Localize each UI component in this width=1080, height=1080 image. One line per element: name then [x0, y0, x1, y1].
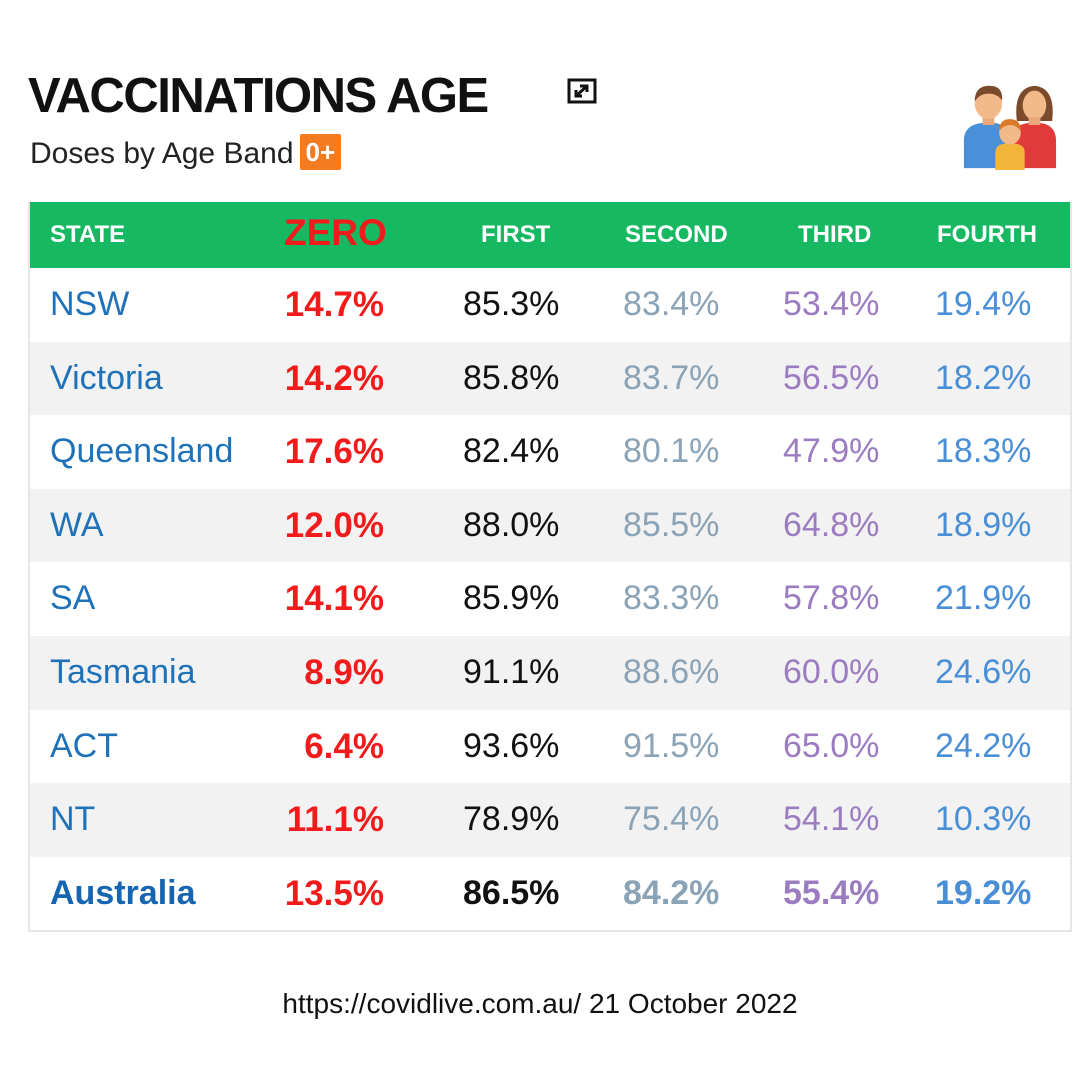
second-cell: 84.2% [623, 873, 720, 912]
first-cell: 93.6% [463, 726, 560, 765]
col-header-first: FIRST [481, 221, 551, 248]
zero-cell: 14.7% [284, 285, 384, 324]
table-row: Queensland 17.6% 82.4% 80.1% 47.9% 18.3% [30, 415, 1070, 489]
subtitle: Doses by Age Band 0+ [30, 134, 342, 174]
fourth-cell: 19.4% [935, 285, 1032, 323]
table-header: STATE ZERO FIRST SECOND THIRD FOURTH [30, 202, 1070, 268]
col-header-third: THIRD [798, 221, 872, 248]
table-row: Victoria 14.2% 85.8% 83.7% 56.5% 18.2% [30, 341, 1070, 416]
table-row: NT 11.1% 78.9% 75.4% 54.1% 10.3% [30, 783, 1070, 857]
third-cell: 57.8% [783, 579, 880, 618]
fourth-cell: 24.6% [935, 652, 1032, 691]
col-header-fourth: FOURTH [937, 221, 1037, 248]
third-cell: 53.4% [783, 285, 880, 323]
col-header-zero: ZERO [284, 212, 387, 253]
fourth-cell: 10.3% [935, 800, 1032, 839]
expand-icon[interactable] [567, 78, 597, 104]
table-row: Tasmania 8.9% 91.1% 88.6% 60.0% 24.6% [30, 635, 1070, 710]
state-cell: ACT [50, 726, 118, 765]
third-cell: 65.0% [783, 726, 880, 765]
fourth-cell: 18.9% [935, 505, 1032, 544]
second-cell: 83.3% [623, 579, 720, 618]
first-cell: 88.0% [463, 505, 560, 544]
fourth-cell: 19.2% [935, 873, 1032, 912]
zero-cell: 17.6% [284, 432, 384, 472]
table-row: WA 12.0% 88.0% 85.5% 64.8% 18.9% [30, 488, 1070, 563]
zero-cell: 13.5% [284, 873, 384, 913]
first-cell: 85.8% [463, 358, 560, 397]
fourth-cell: 18.3% [935, 432, 1032, 471]
vaccination-table: STATE ZERO FIRST SECOND THIRD FOURTH NSW… [28, 202, 1072, 933]
state-cell: NT [50, 800, 96, 839]
third-cell: 64.8% [783, 505, 880, 544]
fourth-cell: 24.2% [935, 726, 1032, 765]
age-badge: 0+ [299, 134, 342, 170]
state-cell: Tasmania [50, 652, 196, 691]
page-title: VACCINATIONS AGE [28, 69, 489, 123]
third-cell: 47.9% [783, 432, 880, 471]
first-cell: 78.9% [463, 800, 560, 839]
first-cell: 85.9% [463, 579, 560, 618]
table-row-total: Australia 13.5% 86.5% 84.2% 55.4% 19.2% [30, 857, 1070, 931]
third-cell: 56.5% [783, 358, 880, 397]
first-cell: 91.1% [463, 652, 560, 691]
state-cell: Australia [50, 873, 196, 912]
state-cell: SA [50, 579, 96, 618]
zero-cell: 8.9% [304, 652, 384, 692]
state-cell: NSW [50, 285, 130, 323]
second-cell: 83.7% [623, 358, 720, 397]
table-row: SA 14.1% 85.9% 83.3% 57.8% 21.9% [30, 562, 1070, 636]
fourth-cell: 21.9% [935, 579, 1032, 618]
zero-cell: 6.4% [304, 726, 384, 766]
state-cell: Queensland [50, 432, 234, 471]
table-row: ACT 6.4% 93.6% 91.5% 65.0% 24.2% [30, 710, 1070, 784]
second-cell: 91.5% [623, 726, 720, 765]
third-cell: 55.4% [783, 873, 880, 912]
col-header-second: SECOND [625, 221, 728, 248]
third-cell: 54.1% [783, 800, 880, 839]
state-cell: WA [50, 505, 104, 544]
zero-cell: 14.1% [284, 579, 384, 619]
third-cell: 60.0% [783, 652, 880, 691]
second-cell: 85.5% [623, 505, 720, 544]
family-icon [963, 85, 1057, 171]
first-cell: 82.4% [463, 432, 560, 471]
zero-cell: 11.1% [286, 800, 384, 840]
state-cell: Victoria [50, 358, 163, 397]
fourth-cell: 18.2% [935, 358, 1032, 397]
col-header-state: STATE [50, 221, 126, 248]
source-footer: https://covidlive.com.au/ 21 October 202… [282, 988, 798, 1019]
table-row: NSW 14.7% 85.3% 83.4% 53.4% 19.4% [30, 268, 1070, 342]
second-cell: 83.4% [623, 285, 720, 323]
second-cell: 88.6% [623, 652, 720, 691]
subtitle-text: Doses by Age Band [30, 137, 294, 170]
first-cell: 86.5% [463, 873, 560, 912]
zero-cell: 12.0% [284, 505, 384, 545]
first-cell: 85.3% [463, 285, 560, 323]
second-cell: 75.4% [623, 800, 720, 839]
zero-cell: 14.2% [284, 358, 384, 398]
second-cell: 80.1% [623, 432, 720, 471]
